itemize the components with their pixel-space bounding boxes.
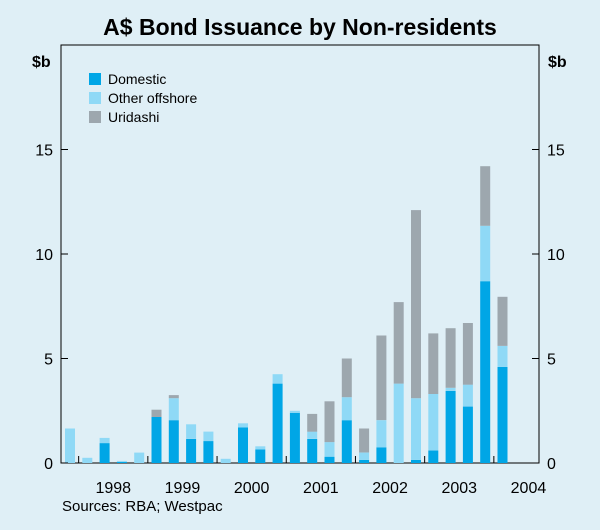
x-tick-label-2001: 2001 [303, 480, 339, 497]
y-tick-label-left: 5 [44, 352, 53, 369]
x-tick-label-2004: 2004 [511, 480, 547, 497]
bar-other-offshore-2003Q3 [462, 384, 473, 407]
legend: Domestic Other offshore Uridashi [89, 71, 197, 125]
bar-uridashi-2004Q1 [497, 296, 508, 346]
y-tick-label-right: 15 [547, 143, 565, 160]
source-note: Sources: RBA; Westpac [62, 498, 223, 515]
bar-domestic-2003Q1 [428, 450, 439, 463]
bar-domestic-1999Q3 [186, 439, 197, 463]
bar-other-offshore-2003Q4 [480, 225, 491, 282]
bar-domestic-1999Q1 [151, 417, 162, 463]
legend-label-other-offshore: Other offshore [108, 90, 197, 106]
plot-frame [60, 44, 540, 464]
bar-uridashi-2003Q1 [428, 333, 439, 394]
bar-domestic-2003Q4 [480, 281, 491, 463]
bar-other-offshore-2000Q1 [220, 458, 231, 463]
bar-other-offshore-1999Q4 [203, 431, 214, 441]
bar-other-offshore-2000Q3 [255, 446, 266, 450]
legend-swatch-other-offshore [89, 92, 101, 104]
bar-domestic-2000Q3 [255, 449, 266, 463]
bar-domestic-2000Q2 [238, 427, 248, 463]
bar-other-offshore-2004Q1 [497, 346, 508, 367]
bar-other-offshore-2002Q4 [411, 398, 421, 460]
bar-other-offshore-2002Q3 [393, 383, 404, 463]
legend-label-uridashi: Uridashi [108, 109, 159, 125]
bar-uridashi-2003Q3 [462, 323, 473, 385]
y-tick-label-right: 5 [547, 352, 556, 369]
bar-other-offshore-1998Q1 [82, 457, 93, 463]
bar-uridashi-2002Q2 [376, 335, 387, 421]
bar-other-offshore-1998Q2 [99, 437, 110, 444]
bar-domestic-1998Q3 [116, 462, 127, 463]
y-tick-label-right: 0 [547, 456, 556, 473]
bar-uridashi-2002Q4 [411, 210, 421, 399]
legend-label-domestic: Domestic [108, 71, 166, 87]
y-axis-unit-right: $b [548, 54, 567, 71]
bar-other-offshore-2002Q1 [359, 452, 370, 460]
bar-domestic-2004Q1 [497, 366, 508, 463]
bar-domestic-1999Q4 [203, 441, 214, 463]
bar-other-offshore-2001Q2 [307, 431, 318, 439]
bar-other-offshore-2001Q4 [341, 397, 352, 421]
chart-title: A$ Bond Issuance by Non-residents [103, 14, 497, 40]
bar-domestic-2001Q3 [324, 456, 335, 463]
bar-domestic-1999Q2 [168, 420, 179, 463]
bar-domestic-2002Q4 [411, 459, 421, 463]
y-tick-label-left: 10 [35, 247, 53, 264]
bar-other-offshore-1998Q4 [134, 452, 145, 463]
x-tick-label-1998: 1998 [95, 480, 131, 497]
bar-domestic-2002Q2 [376, 447, 387, 463]
bar-other-offshore-2003Q1 [428, 394, 439, 451]
y-tick-label-right: 10 [547, 247, 565, 264]
bar-other-offshore-2002Q2 [376, 420, 387, 448]
bar-other-offshore-2000Q4 [272, 374, 283, 384]
bar-domestic-2001Q1 [289, 412, 300, 463]
bar-domestic-2001Q2 [307, 439, 318, 463]
bar-domestic-1998Q2 [99, 443, 110, 463]
bar-uridashi-2002Q3 [393, 302, 404, 384]
x-tick-label-2002: 2002 [372, 480, 408, 497]
bar-other-offshore-2003Q2 [445, 387, 456, 391]
bar-uridashi-2001Q2 [307, 413, 318, 432]
bar-uridashi-2003Q4 [480, 166, 491, 226]
bar-other-offshore-2001Q1 [289, 410, 300, 413]
bar-uridashi-1999Q1 [151, 409, 162, 417]
bar-domestic-2000Q4 [272, 383, 283, 463]
bar-domestic-2003Q2 [445, 390, 456, 463]
bar-uridashi-2002Q1 [359, 428, 370, 453]
bar-other-offshore-1999Q2 [168, 398, 179, 421]
legend-swatch-uridashi [89, 111, 101, 123]
bar-other-offshore-2001Q3 [324, 442, 335, 457]
bar-uridashi-2001Q3 [324, 401, 335, 443]
bar-domestic-2003Q3 [462, 406, 473, 463]
bar-other-offshore-1999Q3 [186, 424, 197, 439]
y-axis-unit-left: $b [32, 54, 51, 71]
bar-uridashi-2001Q4 [341, 358, 352, 398]
bar-domestic-2002Q1 [359, 459, 370, 463]
bar-uridashi-1999Q2 [168, 395, 179, 399]
legend-swatch-domestic [89, 73, 101, 85]
y-tick-label-left: 15 [35, 143, 53, 160]
bar-other-offshore-1997Q4 [65, 428, 75, 463]
bar-uridashi-2003Q2 [445, 328, 456, 388]
x-tick-label-2003: 2003 [441, 480, 477, 497]
x-tick-label-2000: 2000 [234, 480, 270, 497]
bar-other-offshore-1998Q3 [116, 460, 127, 462]
bar-other-offshore-2000Q2 [238, 423, 248, 428]
y-tick-label-left: 0 [44, 456, 53, 473]
bar-domestic-2001Q4 [341, 420, 352, 463]
x-tick-label-1999: 1999 [165, 480, 201, 497]
